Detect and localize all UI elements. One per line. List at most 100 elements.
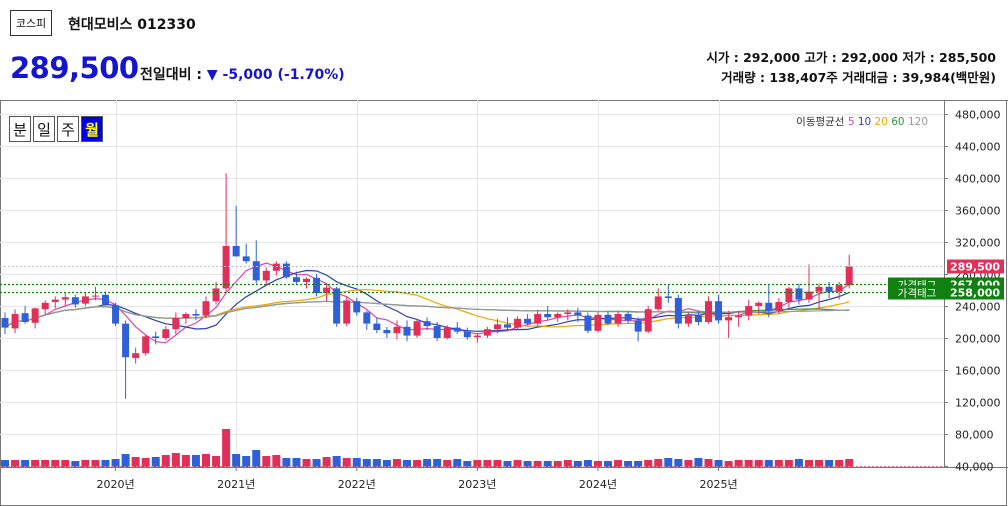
tab-minute[interactable]: 분 (9, 116, 31, 142)
x-tick-label: 2024년 (579, 478, 617, 491)
volume-bar (835, 460, 844, 467)
candle (795, 283, 803, 305)
candle-body (11, 314, 19, 329)
candle (102, 291, 109, 306)
candle-body (31, 308, 39, 323)
candle-body (654, 296, 662, 310)
volume-bar (443, 460, 452, 467)
candle-body (705, 301, 712, 322)
candle-body (142, 336, 150, 354)
current-price: 289,500 (10, 51, 139, 85)
candle-body (504, 324, 511, 328)
volume-bar (794, 459, 803, 467)
down-arrow-icon: ▼ (206, 67, 218, 83)
y-tick-label: 400,000 (955, 173, 1001, 186)
volume-bar (805, 460, 813, 467)
candle (323, 283, 331, 302)
volume-bar (403, 460, 411, 467)
candle-body (132, 353, 140, 358)
candle-body (554, 314, 562, 318)
candle-body (323, 287, 331, 294)
market-badge: 코스피 (10, 10, 52, 36)
candle-body (805, 291, 813, 300)
candle (333, 286, 341, 327)
candle-body (292, 277, 300, 282)
candle (292, 271, 300, 284)
candle-body (313, 278, 321, 294)
candle-body (795, 288, 803, 300)
tab-month[interactable]: 월 (81, 116, 103, 142)
candle-body (383, 330, 391, 334)
candle-body (594, 314, 602, 331)
volume-bar (101, 460, 110, 467)
candle (132, 347, 140, 364)
volume-bar (553, 461, 562, 467)
candle-body (41, 302, 49, 310)
volume-bar (11, 460, 20, 467)
x-tick-label: 2023년 (458, 478, 496, 491)
volume-bar (573, 461, 582, 467)
candle (202, 296, 210, 318)
candle-body (725, 317, 733, 321)
candle (463, 327, 471, 340)
volume-bar (523, 461, 532, 467)
candle (504, 317, 511, 330)
volume-bar (41, 460, 50, 467)
candle-body (584, 315, 592, 331)
current-price-tag-bg (947, 259, 1004, 274)
volume-bar (71, 461, 80, 467)
volume-bar (754, 460, 763, 467)
volume-bar (493, 460, 502, 467)
candle-body (413, 321, 421, 336)
volume-bar (684, 460, 693, 467)
candle-body (353, 301, 361, 313)
candle-body (423, 321, 431, 326)
candle-body (674, 298, 682, 324)
volume-bar (252, 450, 261, 467)
y-tick-label: 200,000 (955, 333, 1001, 346)
y-tick-label: 160,000 (955, 365, 1001, 378)
candle-body (162, 329, 170, 338)
candle-body (242, 256, 250, 262)
candle-body (483, 329, 491, 336)
y-tick-label: 360,000 (955, 205, 1001, 218)
candle (835, 282, 843, 300)
ma-legend-item: 10 (858, 116, 875, 128)
candle (71, 294, 79, 308)
candle (473, 333, 481, 343)
ma-legend-item: 120 (908, 116, 928, 128)
volume-bar (111, 459, 120, 467)
tab-week[interactable]: 주 (57, 116, 79, 142)
candle-body (333, 288, 341, 324)
y-tick-label: 320,000 (955, 237, 1001, 250)
tab-day[interactable]: 일 (33, 116, 55, 142)
ohlc-summary: 시가 : 292,000 고가 : 292,000 저가 : 285,500 (706, 50, 996, 65)
volume-bar (372, 459, 381, 467)
candle-body (624, 314, 632, 321)
candle-body (172, 318, 180, 330)
volume-bar (704, 459, 713, 467)
candle-body (222, 246, 230, 289)
chart-frame (0, 100, 1007, 506)
candle (363, 310, 371, 330)
ma-legend-title: 이동평균선 (796, 116, 848, 128)
candle (785, 286, 793, 308)
candle-body (564, 312, 572, 314)
candle (604, 311, 612, 326)
candle-body (614, 314, 622, 324)
candle (674, 294, 682, 329)
candle-body (343, 300, 351, 324)
candle (514, 316, 522, 330)
volume-bar (191, 455, 200, 467)
candle (383, 326, 391, 338)
candlestick-chart[interactable]: 480,000440,000400,000360,000320,000280,0… (0, 100, 1008, 506)
candle (162, 326, 170, 341)
volume-bar (302, 459, 311, 467)
candle (644, 306, 652, 334)
volume-bar (593, 461, 602, 467)
candle (614, 310, 622, 327)
volume-bar (342, 458, 351, 467)
candle-body (1, 318, 9, 328)
candle-body (715, 301, 723, 321)
volume-bar (694, 458, 703, 467)
